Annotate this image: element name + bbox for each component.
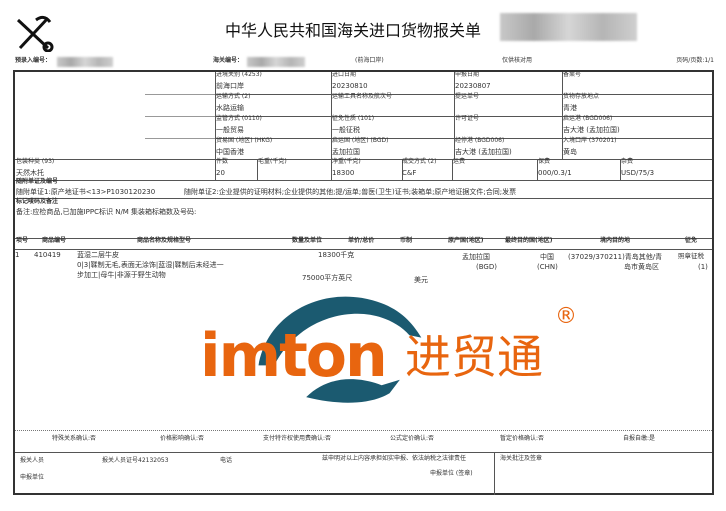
tax-nature-label: 征免性质 (101) — [332, 115, 375, 122]
import-date-label: 进口日期 — [332, 71, 357, 78]
insurance-value: 000/0.3/1 — [538, 169, 572, 177]
item-domestic1: (37029/370211)青岛其他/青 — [568, 253, 663, 261]
documents-line1: 随附单证1:原产地证书<13>P1030120230 — [16, 188, 156, 196]
declarant-cert: 报关人员证号42132053 — [102, 457, 169, 464]
item-origin-code: (BGD) — [476, 263, 497, 271]
col-item-no: 项号 — [16, 237, 29, 244]
misc-label: 杂费 — [621, 158, 634, 165]
trade-country-label: 贸易国 (地区) (HKG) — [216, 137, 273, 144]
declarant-label: 报关人员 — [20, 457, 45, 464]
misc-value: USD/75/3 — [621, 169, 655, 177]
col-dest: 最终目的国(地区) — [505, 237, 553, 244]
item-qty1: 18300千克 — [318, 251, 355, 259]
entry-port-value: 黄岛 — [563, 148, 577, 156]
transit-port-value: 吉大港 (孟加拉国) — [455, 148, 512, 156]
col-price: 单价/总价 — [348, 237, 375, 244]
marks-label: 标记唛码及备注 — [16, 198, 59, 205]
item-domestic2: 岛市黄岛区 — [624, 263, 659, 271]
customs-remark-label: 海关批注及签章 — [500, 455, 543, 462]
redacted-barcode — [500, 13, 637, 41]
storage-value: 青港 — [563, 104, 577, 112]
license-label: 许可证号 — [455, 115, 480, 122]
supervision-label: 监管方式 (0110) — [216, 115, 262, 122]
item-dest-code: (CHN) — [537, 263, 558, 271]
port-label: (前海口岸) — [355, 57, 384, 64]
item-currency: 美元 — [414, 276, 428, 284]
item-dest: 中国 — [540, 253, 554, 261]
net-label: 净重(千克) — [332, 158, 361, 165]
departure-port-value: 吉大港 (孟加拉国) — [563, 126, 620, 134]
transit-port-label: 经停港 (BGD006) — [455, 137, 505, 144]
insurance-label: 保费 — [538, 158, 551, 165]
page-count: 页码/页数:1/1 — [676, 57, 714, 64]
item-name: 蓝湿二层牛皮 — [77, 251, 119, 259]
deal-label: 成交方式 (2) — [402, 158, 437, 165]
record-no-label: 备案号 — [563, 71, 582, 78]
pieces-value: 20 — [216, 169, 225, 177]
deal-value: C&F — [402, 169, 417, 177]
redacted-pre-entry — [57, 57, 113, 67]
redacted-customs-no — [247, 57, 305, 67]
supervision-value: 一般贸易 — [216, 126, 244, 134]
pieces-label: 件数 — [216, 158, 229, 165]
exit-customs-label: 进境关别 (4253) — [216, 71, 262, 78]
transport-mode-label: 运输方式 (2) — [216, 93, 251, 100]
item-spec2: 步加工|母牛|非源于野生动物 — [77, 271, 166, 279]
transport-mode-value: 水路运输 — [216, 104, 244, 112]
col-currency: 币制 — [400, 237, 413, 244]
vessel-label: 运输工具名称及航次号 — [332, 93, 393, 100]
origin-country-label: 启运国 (地区) (BGD) — [332, 137, 389, 144]
self-payment: 自报自缴:是 — [623, 435, 656, 442]
entry-port-label: 入境口岸 (370201) — [563, 137, 617, 144]
legal-statement: 兹申明对以上内容承担如实申报、依法纳税之法律责任 — [322, 455, 467, 462]
declare-date-label: 申报日期 — [455, 71, 480, 78]
departure-port-label: 启运港 (BGD006) — [563, 115, 613, 122]
marks-value: 备注:应检商品,已加施IPPC标识 N/M 集装箱标箱数及号码: — [16, 208, 197, 216]
tax-nature-value: 一般征税 — [332, 126, 360, 134]
storage-label: 货物存放地点 — [563, 93, 600, 100]
exit-customs-value: 前海口岸 — [216, 82, 244, 90]
freight-label: 运费 — [453, 158, 466, 165]
customs-no-label: 海关编号： — [213, 57, 244, 64]
confirm-price-impact: 价格影响确认:否 — [160, 435, 205, 442]
phone-label: 电话 — [220, 457, 233, 464]
customs-emblem — [14, 14, 56, 54]
item-origin: 孟加拉国 — [462, 253, 490, 261]
net-value: 18300 — [332, 169, 355, 177]
item-duty2: (1) — [698, 263, 708, 271]
item-spec1: 0|3|鞣制无毛,表面无涂饰|蓝湿|鞣制后未经进一 — [77, 261, 224, 269]
col-domestic: 境内目的地 — [600, 237, 631, 244]
item-qty2: 75000平方英尺 — [302, 274, 353, 282]
declaration-form — [13, 70, 714, 495]
documents-label: 随附单证及编号 — [16, 178, 59, 185]
confirm-provisional-price: 暂定价格确认:否 — [500, 435, 545, 442]
gross-label: 毛重(千克) — [258, 158, 287, 165]
col-origin: 原产国(地区) — [448, 237, 484, 244]
origin-country-value: 孟加拉国 — [332, 148, 360, 156]
trade-country-value: 中国香港 — [216, 148, 244, 156]
confirm-formula-price: 公式定价确认:否 — [390, 435, 435, 442]
bill-no-label: 提运单号 — [455, 93, 480, 100]
col-code: 商品编号 — [42, 237, 67, 244]
item-no: 1 — [15, 251, 20, 259]
col-qty: 数量及单位 — [292, 237, 323, 244]
confirm-special-relation: 特殊关系确认:否 — [52, 435, 97, 442]
package-value: 天然木托 — [16, 169, 44, 177]
confirm-royalty: 支付特许权使用费确认:否 — [263, 435, 332, 442]
declare-date-value: 20230807 — [455, 82, 491, 90]
verify-note: 仅供核对用 — [502, 57, 533, 64]
page-title: 中华人民共和国海关进口货物报关单 — [225, 21, 482, 40]
item-code: 410419 — [34, 251, 61, 259]
declare-unit-label: 申报单位 — [20, 474, 45, 481]
package-label: 包装种类 (93) — [16, 158, 55, 165]
import-date-value: 20230810 — [332, 82, 368, 90]
item-duty1: 照章征税 — [678, 252, 704, 260]
col-name: 商品名称及规格型号 — [137, 237, 192, 244]
documents-line2: 随附单证2:企业提供的证明材料;企业提供的其他;提/运单;兽医(卫生)证书;装箱… — [184, 188, 517, 196]
col-duty: 征免 — [685, 237, 698, 244]
pre-entry-label: 预录入编号： — [15, 57, 52, 64]
seal-label: 申报单位 (签章) — [430, 470, 473, 477]
